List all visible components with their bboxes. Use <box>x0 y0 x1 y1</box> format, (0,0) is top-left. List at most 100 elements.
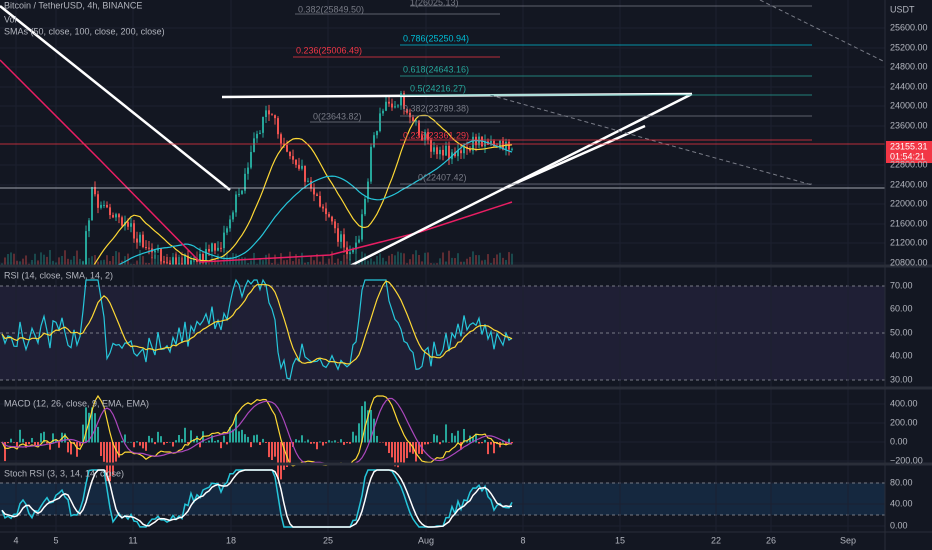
macd-hist <box>508 438 510 443</box>
candle <box>316 194 318 196</box>
macd-hist <box>259 442 261 446</box>
macd-hist <box>442 440 444 443</box>
candle <box>307 180 309 182</box>
macd-hist <box>355 435 357 443</box>
candle <box>391 103 393 108</box>
macd-hist <box>118 442 120 458</box>
candle <box>493 141 495 147</box>
pane-tick: 60.00 <box>890 303 913 313</box>
volume-bar <box>484 259 486 266</box>
volume-bar <box>382 257 384 266</box>
volume-bar <box>337 258 339 266</box>
macd-hist <box>295 439 297 443</box>
volume-bar <box>415 250 417 266</box>
macd-hist <box>451 433 453 443</box>
candle <box>319 195 321 207</box>
volume-bar <box>301 252 303 266</box>
candle <box>406 109 408 113</box>
time-tick: 22 <box>711 535 721 545</box>
macd-hist <box>253 435 255 443</box>
volume-bar <box>205 262 207 266</box>
candle <box>157 248 159 251</box>
volume-label: Vol <box>4 14 17 24</box>
price-tick: 24800.00 <box>890 61 928 71</box>
volume-bar <box>388 255 390 266</box>
macd-hist <box>88 412 90 443</box>
macd-hist <box>433 434 435 443</box>
candle <box>121 217 123 226</box>
candle <box>148 247 150 249</box>
volume-bar <box>142 256 144 266</box>
volume-bar <box>379 253 381 266</box>
macd-hist <box>307 439 309 443</box>
price-tick: 21600.00 <box>890 218 928 228</box>
pane-title: RSI (14, close, SMA, 14, 2) <box>4 270 113 280</box>
fib-label: 0(23643.82) <box>313 111 362 121</box>
macd-hist <box>337 442 339 443</box>
volume-bar <box>304 262 306 266</box>
volume-bar <box>94 255 96 266</box>
candle <box>364 198 366 215</box>
candle <box>448 145 450 160</box>
candle <box>469 148 471 151</box>
candle <box>238 193 240 195</box>
volume-bar <box>10 252 12 266</box>
rsi-band <box>0 286 885 380</box>
macd-hist <box>121 440 123 443</box>
volume-bar <box>445 261 447 266</box>
grid <box>0 0 885 532</box>
macd-hist <box>142 442 144 449</box>
macd-hist <box>172 442 174 447</box>
volume-bar <box>4 257 6 266</box>
volume-bar <box>154 254 156 266</box>
macd-hist <box>490 442 492 445</box>
macd-hist <box>22 438 24 443</box>
candle <box>367 181 369 199</box>
macd-hist <box>91 407 93 443</box>
macd-hist <box>493 442 495 454</box>
macd-hist <box>316 442 318 450</box>
candle <box>133 223 135 239</box>
last-price-box <box>886 141 932 163</box>
volume-bar <box>181 251 183 266</box>
macd-hist <box>283 442 285 470</box>
volume-bar <box>487 254 489 266</box>
time-tick: 25 <box>323 535 333 545</box>
candle <box>337 228 339 242</box>
macd-hist <box>226 442 228 445</box>
fib-label: 0.382(25849.50) <box>298 4 364 14</box>
macd-hist <box>85 407 87 443</box>
macd-hist <box>382 442 384 443</box>
macd-hist <box>406 442 408 459</box>
volume-bar <box>25 255 27 266</box>
volume-bar <box>151 257 153 266</box>
macd-hist <box>16 442 18 448</box>
macd-hist <box>13 442 15 443</box>
volume-bar <box>217 253 219 266</box>
macd-hist <box>10 438 12 443</box>
macd-hist <box>289 442 291 465</box>
volume-bar <box>67 258 69 266</box>
candle <box>328 214 330 217</box>
candle <box>145 247 147 249</box>
stoch-d <box>1 469 513 528</box>
macd-hist <box>448 442 450 443</box>
macd-hist <box>70 442 72 455</box>
countdown: 01:54:21 <box>890 151 925 161</box>
volume-bar <box>103 259 105 266</box>
macd-hist <box>400 442 402 463</box>
volume-bar <box>421 261 423 266</box>
macd-hist <box>4 442 6 462</box>
sma-100 <box>115 139 513 266</box>
macd-hist <box>148 435 150 443</box>
time-tick: 4 <box>13 535 18 545</box>
macd-hist <box>313 442 315 444</box>
volume-bar <box>49 250 51 266</box>
volume-bar <box>502 257 504 266</box>
volume-bar <box>499 252 501 266</box>
candle <box>370 146 372 182</box>
macd-hist <box>502 440 504 443</box>
volume-bar <box>376 256 378 266</box>
candle <box>274 115 276 119</box>
